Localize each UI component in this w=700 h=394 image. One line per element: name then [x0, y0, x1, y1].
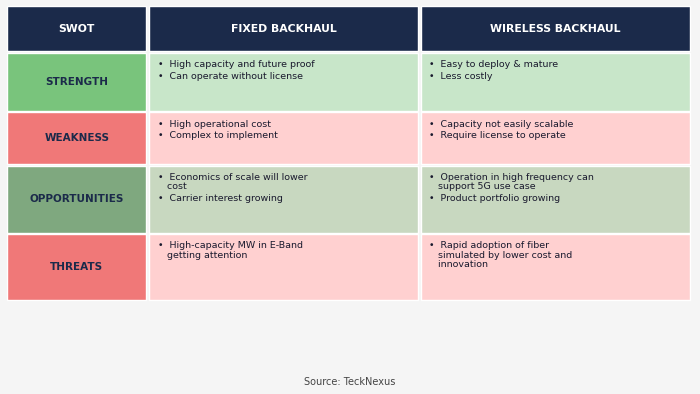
Text: •  Easy to deploy & mature: • Easy to deploy & mature: [429, 60, 559, 69]
Bar: [421, 165, 690, 233]
Bar: [149, 112, 418, 164]
Text: Source: TeckNexus: Source: TeckNexus: [304, 377, 395, 387]
Text: •  Can operate without license: • Can operate without license: [158, 72, 302, 81]
Text: •  Operation in high frequency can: • Operation in high frequency can: [429, 173, 594, 182]
Bar: [421, 234, 690, 300]
Bar: [7, 234, 146, 300]
Text: •  Capacity not easily scalable: • Capacity not easily scalable: [429, 119, 573, 128]
Text: THREATS: THREATS: [50, 262, 104, 272]
Text: •  Complex to implement: • Complex to implement: [158, 132, 278, 141]
Text: •  High-capacity MW in E-Band: • High-capacity MW in E-Band: [158, 242, 302, 251]
Bar: [421, 53, 690, 111]
Text: FIXED BACKHAUL: FIXED BACKHAUL: [231, 24, 337, 34]
Text: •  High capacity and future proof: • High capacity and future proof: [158, 60, 314, 69]
Text: support 5G use case: support 5G use case: [429, 182, 536, 191]
Text: WEAKNESS: WEAKNESS: [44, 133, 109, 143]
Text: •  Rapid adoption of fiber: • Rapid adoption of fiber: [429, 242, 550, 251]
Bar: [149, 165, 418, 233]
Text: •  High operational cost: • High operational cost: [158, 119, 271, 128]
Text: SWOT: SWOT: [59, 24, 95, 34]
Text: OPPORTUNITIES: OPPORTUNITIES: [29, 194, 124, 204]
Bar: [7, 6, 146, 52]
Bar: [7, 165, 146, 233]
Bar: [7, 112, 146, 164]
Text: simulated by lower cost and: simulated by lower cost and: [429, 251, 573, 260]
Bar: [421, 6, 690, 52]
Text: •  Require license to operate: • Require license to operate: [429, 132, 566, 141]
Bar: [421, 112, 690, 164]
Text: STRENGTH: STRENGTH: [46, 77, 108, 87]
Bar: [7, 53, 146, 111]
Text: getting attention: getting attention: [158, 251, 247, 260]
Text: •  Economics of scale will lower: • Economics of scale will lower: [158, 173, 307, 182]
Bar: [149, 6, 418, 52]
Bar: [149, 234, 418, 300]
Bar: [149, 53, 418, 111]
Text: WIRELESS BACKHAUL: WIRELESS BACKHAUL: [490, 24, 620, 34]
Text: cost: cost: [158, 182, 186, 191]
Text: •  Carrier interest growing: • Carrier interest growing: [158, 194, 283, 203]
Text: •  Product portfolio growing: • Product portfolio growing: [429, 194, 561, 203]
Text: •  Less costly: • Less costly: [429, 72, 493, 81]
Text: innovation: innovation: [429, 260, 488, 269]
